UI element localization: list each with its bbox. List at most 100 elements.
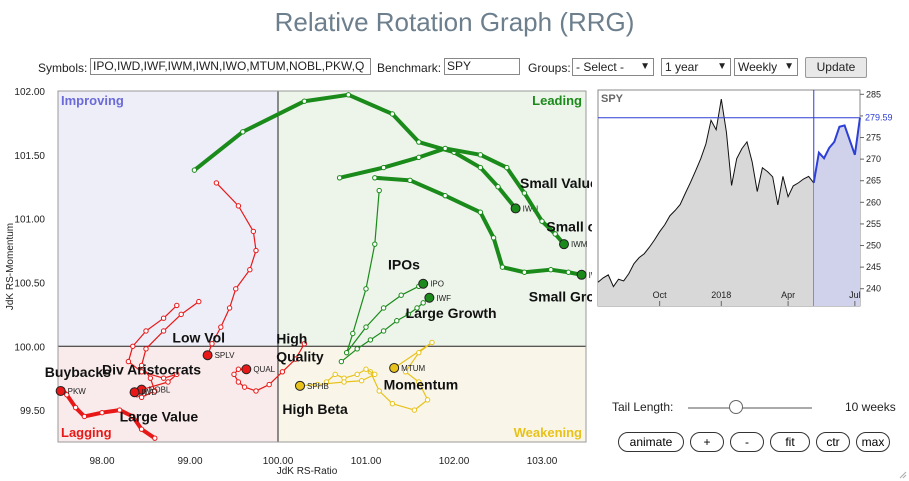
annotation-label: IPOs xyxy=(388,257,420,273)
head-point-mtum xyxy=(389,362,400,373)
tail-point-splv xyxy=(247,266,253,273)
tail-point-iwo xyxy=(521,269,528,275)
head-point-iwn xyxy=(510,203,521,214)
tail-point-iwn xyxy=(191,167,198,173)
point-label-iwm: IWM xyxy=(571,240,588,249)
groups-label: Groups: xyxy=(528,61,571,75)
fit-button[interactable]: fit xyxy=(770,432,810,452)
max-button[interactable]: max xyxy=(856,432,890,452)
point-label-mtum: MTUM xyxy=(401,364,425,373)
tail-point-iwm xyxy=(477,152,484,158)
spy-x-tick-label: Jul xyxy=(849,290,861,300)
tail-length-label: Tail Length: xyxy=(612,400,674,414)
y-tick-label: 101.00 xyxy=(14,215,45,226)
annotation-label: High xyxy=(276,331,307,347)
tail-qual xyxy=(233,343,305,392)
zoom-in-button[interactable]: + xyxy=(690,432,724,452)
x-tick-label: 98.00 xyxy=(89,456,114,467)
head-point-iwf xyxy=(424,292,435,303)
tail-point-iwo xyxy=(442,192,448,199)
point-label-sphb: SPHB xyxy=(307,382,329,391)
tail-point-nobl xyxy=(174,371,180,378)
spy-current-value-box xyxy=(863,111,893,123)
tail-point-iwd xyxy=(152,388,158,394)
head-point-pkw xyxy=(55,385,66,396)
x-tick-label: 101.00 xyxy=(351,456,382,467)
tail-point-iwf xyxy=(338,358,345,365)
point-label-qual: QUAL xyxy=(253,365,275,374)
tail-length-value: 10 weeks xyxy=(845,400,896,414)
spy-y-tick-label: 245 xyxy=(866,262,881,272)
y-tick-label: 102.00 xyxy=(14,87,45,98)
tail-point-iwf xyxy=(394,318,400,324)
tail-point-qual xyxy=(231,371,237,378)
title-bar: Relative Rotation Graph (RRG) xyxy=(0,0,909,48)
head-point-iwo xyxy=(576,269,587,280)
x-tick-label: 100.00 xyxy=(263,456,294,467)
quadrant-weakening xyxy=(278,346,586,442)
tail-point-pkw xyxy=(152,435,158,441)
interval-select[interactable]: Weekly ▼ xyxy=(734,58,798,76)
tail-point-mtum xyxy=(424,397,431,403)
tail-point-iwf xyxy=(367,337,374,343)
tail-point-mtum xyxy=(416,349,422,356)
animate-button[interactable]: animate xyxy=(618,432,684,452)
quadrant-lagging xyxy=(58,346,278,442)
spy-chart-title: SPY xyxy=(601,93,624,105)
tail-point-nobl xyxy=(160,315,167,321)
tail-point-splv xyxy=(226,305,233,311)
spy-price-line-highlight xyxy=(812,117,861,184)
benchmark-input[interactable]: SPY xyxy=(444,58,520,75)
spy-y-tick-label: 240 xyxy=(866,284,881,294)
tail-iwm xyxy=(337,146,566,247)
quadrant-label-improving: Improving xyxy=(61,93,124,108)
tail-point-sphb xyxy=(332,371,338,378)
tail-iwo xyxy=(372,175,584,277)
tail-point-pkw xyxy=(99,409,105,416)
zoom-out-button[interactable]: - xyxy=(730,432,764,452)
update-button[interactable]: Update xyxy=(805,57,867,78)
tail-point-iwm xyxy=(539,218,545,224)
tail-length-slider-handle[interactable] xyxy=(728,400,743,414)
spy-x-tick-label: 2018 xyxy=(711,290,731,300)
annotation-label: Small Growth xyxy=(529,289,592,305)
annotation-label: Large Growth xyxy=(406,305,497,321)
tail-point-iwo xyxy=(565,269,572,275)
tail-point-nobl xyxy=(138,369,145,375)
tail-point-sphb xyxy=(372,371,378,378)
tail-point-qual xyxy=(241,384,248,390)
tail-point-mtum xyxy=(411,407,418,413)
quadrant-label-weakening: Weakening xyxy=(514,425,582,440)
resize-grip-icon[interactable] xyxy=(897,469,907,479)
tail-point-iwm xyxy=(521,190,528,196)
x-tick-label: 99.00 xyxy=(177,456,202,467)
x-tick-label: 102.00 xyxy=(439,456,470,467)
tail-point-iwm xyxy=(504,164,510,171)
tail-point-iwd xyxy=(178,311,184,318)
spy-y-tick-label: 285 xyxy=(866,89,881,99)
center-button[interactable]: ctr xyxy=(816,432,850,452)
tail-point-ipo xyxy=(398,292,404,298)
tail-point-ipo xyxy=(372,241,378,247)
rrg-chart[interactable]: Improving Leading Weakening Lagging 98.00 99.… xyxy=(0,84,592,478)
tail-splv xyxy=(207,182,257,356)
head-point-ipo xyxy=(418,278,429,289)
period-select[interactable]: 1 year ▼ xyxy=(661,58,731,76)
tail-point-qual xyxy=(279,369,286,375)
tail-point-iwo xyxy=(548,266,554,273)
chevron-down-icon: ▼ xyxy=(640,61,650,72)
spy-x-tick-label: Apr xyxy=(781,290,795,300)
groups-select[interactable]: - Select - ▼ xyxy=(572,58,654,76)
tail-point-mtum xyxy=(416,379,422,385)
quadrant-leading xyxy=(278,91,586,347)
y-tick-label: 101.50 xyxy=(14,151,45,162)
tail-length-control: Tail Length: 10 weeks xyxy=(612,398,902,418)
spy-x-tick-label: Oct xyxy=(653,290,668,300)
symbols-input[interactable]: IPO,IWD,IWF,IWM,IWN,IWO,MTUM,NOBL,PKW,Q xyxy=(90,58,371,75)
symbols-label: Symbols: xyxy=(38,61,88,75)
tail-point-iwn xyxy=(240,129,246,135)
tail-point-iwm xyxy=(442,145,448,152)
head-point-sphb xyxy=(295,380,305,391)
tail-length-slider-track[interactable] xyxy=(688,407,812,409)
tail-point-pkw xyxy=(72,404,79,411)
